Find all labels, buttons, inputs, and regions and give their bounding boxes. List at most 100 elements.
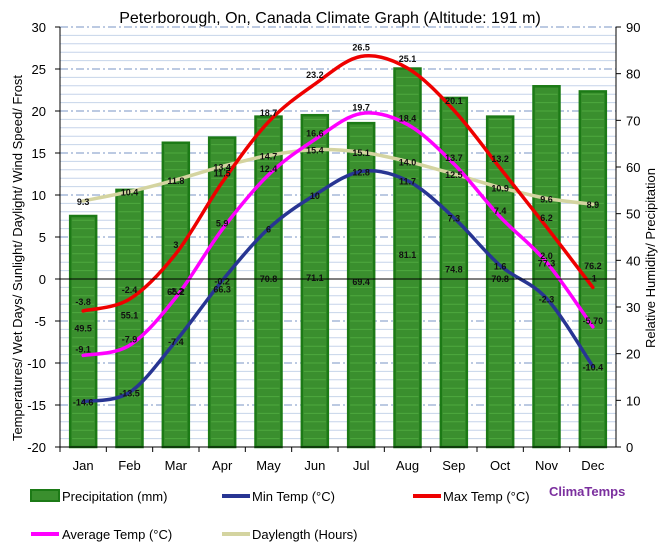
x-tick-label: Sep — [442, 458, 465, 473]
daylength-value-label: 13.4 — [213, 162, 231, 172]
max-temp-value-label: 20.1 — [445, 96, 463, 106]
legend-min-label: Min Temp (°C) — [252, 489, 335, 504]
daylength-value-label: 11.8 — [167, 176, 184, 186]
precip-value-label: 49.5 — [74, 324, 92, 334]
avg-temp-value-label: -2.2 — [168, 286, 184, 296]
max-temp-value-label: -2.4 — [122, 285, 138, 295]
right-tick-label: 20 — [626, 347, 640, 362]
daylength-value-label: 8.9 — [587, 200, 600, 210]
daylength-value-label: 14.0 — [399, 157, 417, 167]
legend-precip-swatch — [30, 489, 60, 502]
right-tick-label: 90 — [626, 20, 640, 35]
min-temp-value-label: 6 — [266, 225, 271, 235]
avg-temp-value-label: -9.1 — [75, 344, 91, 354]
precip-value-label: 74.8 — [445, 264, 463, 274]
right-tick-label: 10 — [626, 393, 640, 408]
left-tick-label: 10 — [32, 188, 46, 203]
right-tick-label: 40 — [626, 253, 640, 268]
data-labels: 49.555.165.2 66.370.8 71.1 69.481.174.870.8… — [73, 42, 603, 407]
precip-bar — [346, 121, 376, 449]
min-temp-value-label: -7.4 — [168, 337, 184, 347]
daylength-value-label: 15.4 — [306, 146, 324, 156]
brand-label: ClimaTemps — [549, 484, 625, 499]
avg-temp-value-label: 13.7 — [445, 153, 463, 163]
max-temp-value-label: -1 — [589, 273, 597, 283]
left-tick-label: 20 — [32, 104, 46, 119]
x-tick-label: Apr — [212, 458, 233, 473]
avg-temp-value-label: 2.0 — [540, 251, 553, 261]
precip-value-label: 71.1 — [306, 273, 324, 283]
left-tick-label: 30 — [32, 20, 46, 35]
daylength-value-label: 10.4 — [121, 188, 139, 198]
precip-value-label: 69.4 — [352, 277, 370, 287]
left-tick-label: -10 — [27, 356, 46, 371]
chart-title: Peterborough, On, Canada Climate Graph (… — [119, 10, 541, 27]
max-temp-value-label: 3 — [173, 240, 178, 250]
daylength-value-label: 14.7 — [260, 152, 278, 162]
right-tick-label: 60 — [626, 160, 640, 175]
left-tick-label: 15 — [32, 146, 46, 161]
legend-daylength-label: Daylength (Hours) — [252, 527, 358, 542]
axes: -20 -15 -10 -5 0 5 10 15 20 25 30 0 10 20 30 40 50 60 70 80… — [27, 20, 640, 473]
precip-value-label: 55.1 — [121, 310, 139, 320]
avg-temp-value-label: 12.4 — [260, 164, 278, 174]
x-tick-label: Aug — [396, 458, 419, 473]
precip-value-label: 65.2 — [167, 287, 185, 297]
precip-value-label: 77.3 — [538, 259, 556, 269]
min-temp-value-label: -10.4 — [583, 362, 604, 372]
right-tick-label: 70 — [626, 113, 640, 128]
right-tick-label: 80 — [626, 67, 640, 82]
max-temp-value-label: 25.1 — [399, 54, 417, 64]
avg-temp-value-label: -5.70 — [583, 316, 604, 326]
x-tick-label: Dec — [581, 458, 605, 473]
max-temp-value-label: 6.2 — [540, 213, 553, 223]
x-tick-label: Jul — [353, 458, 370, 473]
min-temp-value-label: 11.7 — [399, 177, 416, 187]
min-temp-value-label: -13.5 — [119, 388, 140, 398]
precip-bar — [300, 113, 330, 449]
avg-temp-value-label: 18.4 — [399, 113, 417, 123]
daylength-value-label: 10.9 — [491, 183, 509, 193]
min-temp-line — [81, 169, 595, 404]
avg-temp-value-label: 16.6 — [306, 129, 324, 139]
x-tick-label: Mar — [165, 458, 188, 473]
left-tick-label: 5 — [39, 230, 46, 245]
left-tick-label: -15 — [27, 398, 46, 413]
max-temp-line — [81, 54, 595, 313]
max-temp-value-label: 11.5 — [214, 168, 231, 178]
min-temp-value-label: 10 — [310, 191, 320, 201]
avg-temp-value-label: 5.9 — [216, 218, 229, 228]
x-tick-label: May — [256, 458, 281, 473]
daylength-value-label: 12.5 — [445, 170, 463, 180]
max-temp-value-label: 18.7 — [260, 108, 278, 118]
x-tick-label: Nov — [535, 458, 559, 473]
precip-bar — [532, 85, 561, 449]
daylength-line — [81, 147, 595, 206]
min-temp-value-label: -0.2 — [214, 277, 230, 287]
temperature-lines — [81, 54, 595, 404]
x-tick-label: Jan — [73, 458, 94, 473]
legend-precip-label: Precipitation (mm) — [62, 489, 167, 504]
right-tick-label: 50 — [626, 207, 640, 222]
avg-temp-value-label: -7.9 — [122, 334, 138, 344]
precip-value-label: 81.1 — [399, 250, 417, 260]
left-tick-label: -20 — [27, 440, 46, 455]
left-tick-label: 0 — [39, 272, 46, 287]
daylength-value-label: 9.6 — [540, 194, 553, 204]
max-temp-value-label: 23.2 — [306, 70, 324, 80]
legend-max-label: Max Temp (°C) — [443, 489, 530, 504]
daylength-value-label: 9.3 — [77, 197, 90, 207]
min-temp-value-label: 7.3 — [448, 214, 461, 224]
avg-temp-value-label: 7.4 — [494, 206, 507, 216]
precip-value-label: 66.3 — [213, 284, 231, 294]
legend: Precipitation (mm) Min Temp (°C) Max Tem… — [30, 484, 625, 542]
left-axis-label: Temperatures/ Wet Days/ Sunlight/ Daylig… — [10, 75, 25, 441]
right-axis-label: Relative Humidity/ Precipitation — [643, 168, 658, 348]
x-tick-label: Feb — [118, 458, 140, 473]
x-tick-label: Oct — [490, 458, 511, 473]
right-tick-label: 0 — [626, 440, 633, 455]
left-tick-label: -5 — [34, 314, 46, 329]
left-tick-label: 25 — [32, 62, 46, 77]
min-temp-value-label: -14.6 — [73, 398, 94, 408]
max-temp-value-label: 13.2 — [491, 154, 509, 164]
